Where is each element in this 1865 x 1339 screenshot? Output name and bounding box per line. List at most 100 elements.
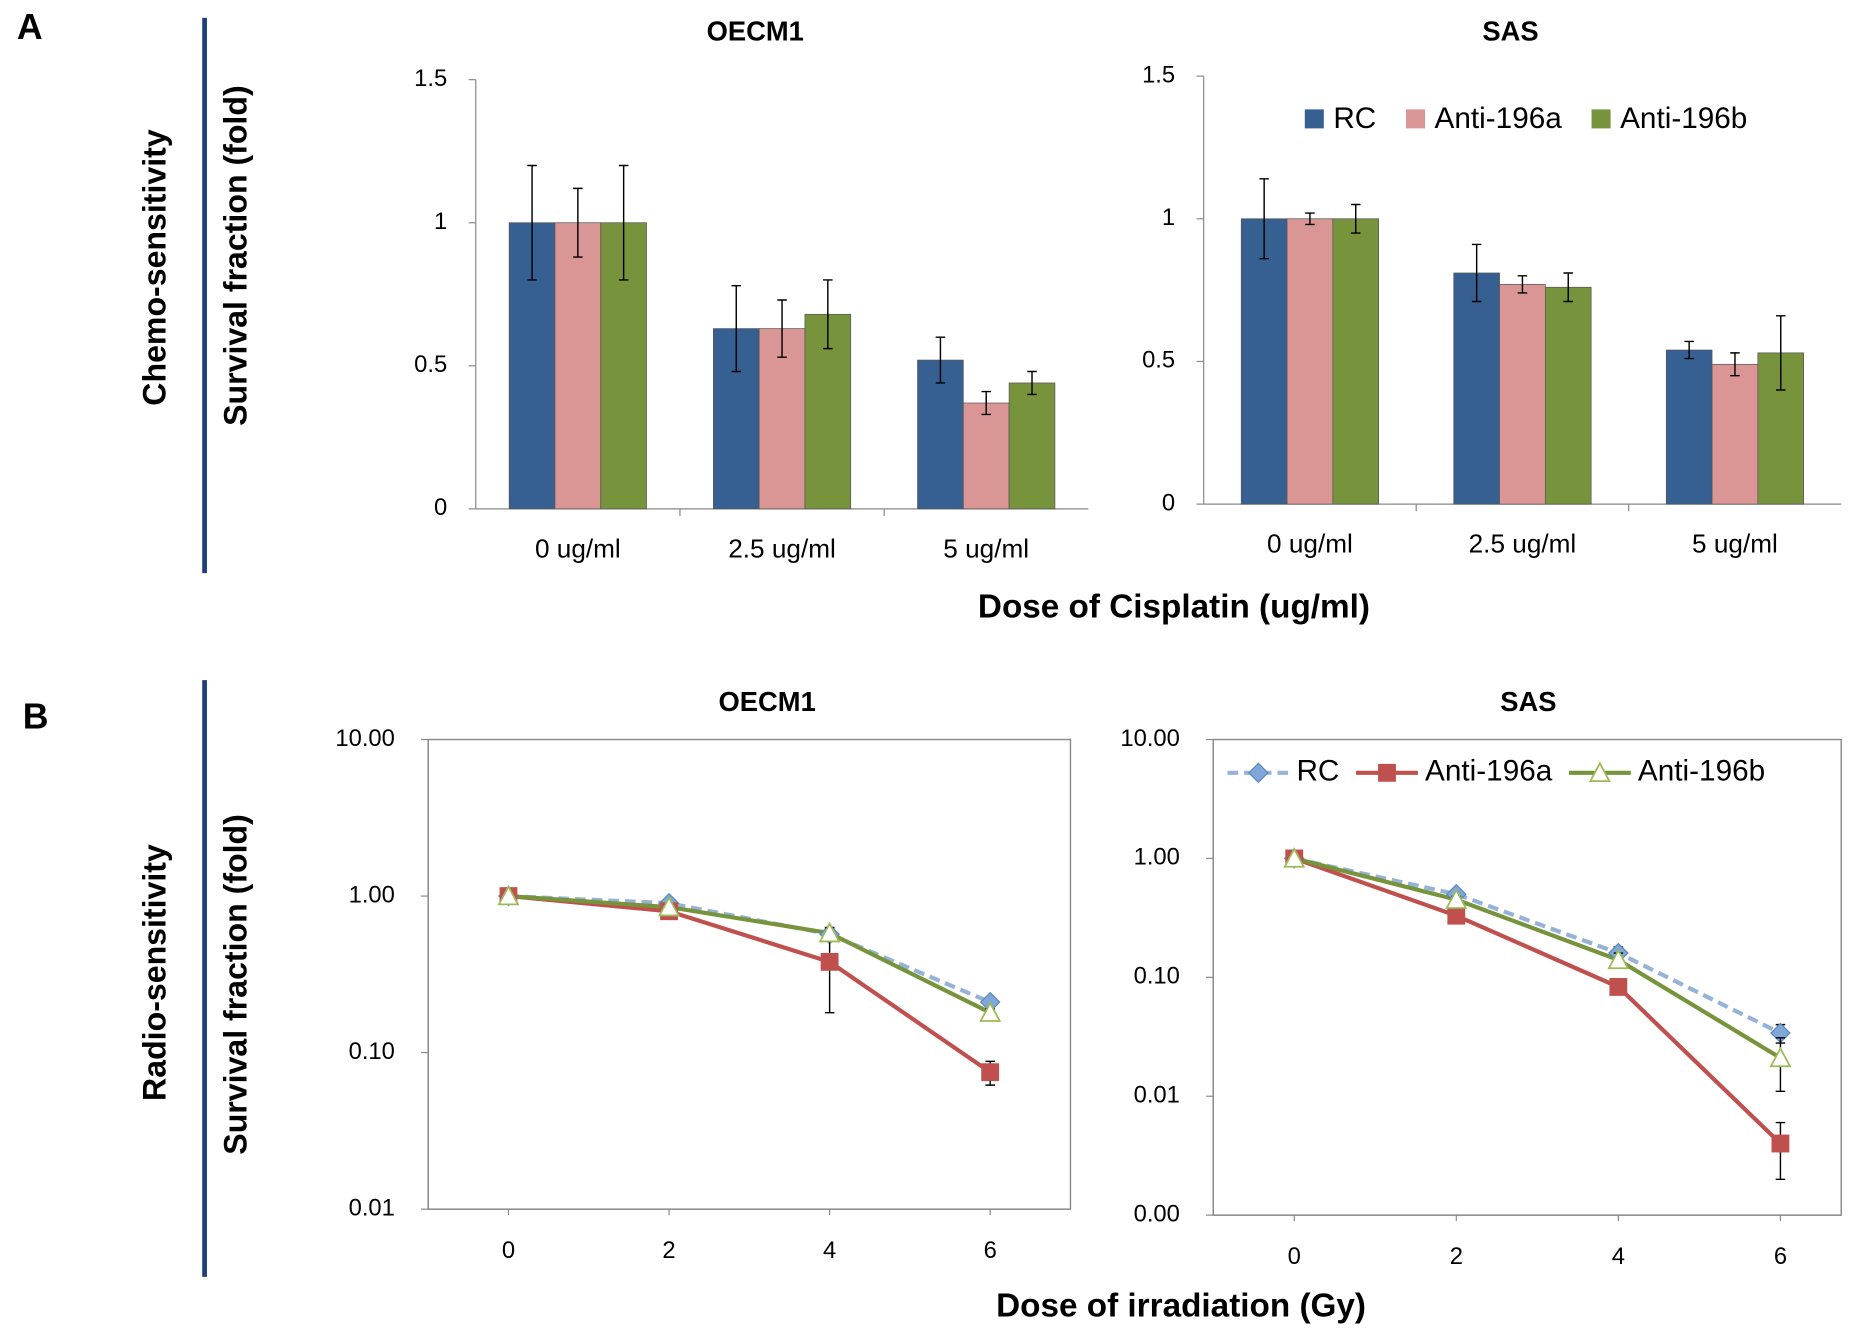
point	[818, 921, 841, 943]
error-bar	[1350, 203, 1361, 234]
x-tick-label: 2	[662, 1237, 675, 1264]
error-bar	[1517, 275, 1528, 294]
panel-label: B	[23, 697, 49, 737]
error-bar	[1471, 243, 1482, 303]
legend-label: Anti-196b	[1638, 755, 1765, 788]
y-tick-label: 10.00	[1120, 725, 1179, 752]
error-bar	[1305, 212, 1315, 226]
legend-marker	[1378, 763, 1396, 782]
legend-swatch	[1406, 109, 1426, 129]
error-bar	[618, 164, 629, 281]
bar	[554, 222, 602, 510]
point	[1283, 847, 1306, 868]
error-bar	[823, 279, 833, 350]
error-bar	[1027, 370, 1037, 396]
x-tick-label: 0	[502, 1237, 515, 1264]
point	[1445, 888, 1468, 909]
y-tick-label: 1	[1162, 204, 1175, 231]
y-tick-label: 0	[1162, 489, 1175, 516]
point	[979, 1001, 1002, 1022]
x-tick-label: 4	[1612, 1243, 1625, 1270]
plot-frame	[1212, 738, 1842, 1216]
legend-swatch	[1591, 109, 1611, 129]
x-tick-label: 6	[984, 1237, 997, 1264]
x-tick-label: 2	[1450, 1243, 1463, 1270]
y-tick-label: 0.00	[1134, 1200, 1180, 1227]
series-line	[1293, 856, 1782, 1146]
legend-marker	[1588, 761, 1611, 783]
point	[658, 895, 681, 917]
bar	[1240, 218, 1288, 505]
error-bar	[731, 284, 742, 373]
point	[1771, 1134, 1790, 1153]
x-tick-label: 2.5 ug/ml	[1469, 529, 1577, 559]
bar	[1332, 218, 1379, 505]
x-tick-label: 2.5 ug/ml	[728, 533, 836, 563]
row-label: Chemo-sensitivity	[136, 129, 172, 406]
legend-label: Anti-196a	[1425, 755, 1553, 788]
error-bar	[1684, 340, 1694, 360]
legend-label: Anti-196b	[1620, 102, 1747, 135]
legend-marker	[1248, 762, 1269, 784]
bar	[1665, 349, 1713, 505]
y-tick-label: 0.5	[1142, 347, 1175, 374]
error-bar	[1563, 272, 1573, 303]
point	[497, 884, 520, 906]
series-line	[508, 893, 992, 1015]
row-label: Radio-sensitivity	[136, 844, 172, 1101]
y-tick-label: 0.10	[1134, 963, 1180, 990]
bar	[962, 402, 1010, 510]
y-tick-label: 1.5	[1142, 61, 1175, 88]
bar	[1711, 363, 1759, 505]
bar	[917, 359, 964, 510]
chart-title: OECM1	[707, 16, 804, 47]
x-tick-label: 5 ug/ml	[943, 533, 1029, 563]
chart-title: SAS	[1482, 16, 1538, 47]
bar	[1544, 286, 1592, 505]
point	[1447, 906, 1466, 925]
point	[981, 1063, 1000, 1082]
y-tick-label: 0.5	[414, 351, 447, 378]
point	[1609, 978, 1628, 996]
x-axis-label: Dose of Cisplatin (ug/ml)	[978, 589, 1370, 626]
bar	[1453, 272, 1500, 505]
bar	[1286, 218, 1334, 505]
x-tick-label: 5 ug/ml	[1692, 529, 1778, 559]
panel-label: A	[17, 7, 43, 47]
y-axis-label: Survival fraction (fold)	[217, 814, 253, 1155]
x-tick-label: 0	[1288, 1243, 1301, 1270]
legend-swatch	[1304, 109, 1324, 129]
y-tick-label: 1.5	[414, 65, 447, 92]
error-bar	[527, 164, 537, 281]
series-line	[1293, 856, 1782, 1035]
y-tick-label: 0.01	[1134, 1081, 1180, 1108]
chart-title: OECM1	[719, 686, 816, 717]
y-tick-label: 10.00	[335, 725, 394, 752]
series-line	[508, 893, 992, 1074]
plot-frame	[427, 738, 1072, 1210]
bar	[1008, 382, 1056, 510]
error-bar	[1259, 178, 1269, 260]
legend-label: RC	[1296, 755, 1339, 788]
legend-label: Anti-196a	[1435, 102, 1563, 135]
point	[820, 952, 839, 971]
y-tick-label: 1.00	[349, 881, 395, 908]
error-bar	[573, 187, 583, 258]
y-tick-label: 1	[434, 208, 447, 235]
x-tick-label: 4	[823, 1237, 836, 1264]
x-tick-label: 6	[1774, 1243, 1787, 1270]
x-tick-label: 0 ug/ml	[1267, 529, 1353, 559]
y-tick-label: 0	[434, 494, 447, 521]
error-bar	[777, 299, 787, 358]
y-tick-label: 0.01	[349, 1194, 395, 1221]
error-bar	[1775, 315, 1786, 391]
legend-label: RC	[1333, 102, 1376, 135]
bar	[1499, 284, 1546, 505]
y-tick-label: 1.00	[1134, 844, 1180, 871]
x-axis-label: Dose of irradiation (Gy)	[996, 1288, 1366, 1325]
point	[1769, 1046, 1792, 1068]
y-tick-label: 0.10	[349, 1038, 395, 1065]
y-axis-label: Survival fraction (fold)	[217, 85, 253, 426]
point	[1607, 948, 1630, 970]
